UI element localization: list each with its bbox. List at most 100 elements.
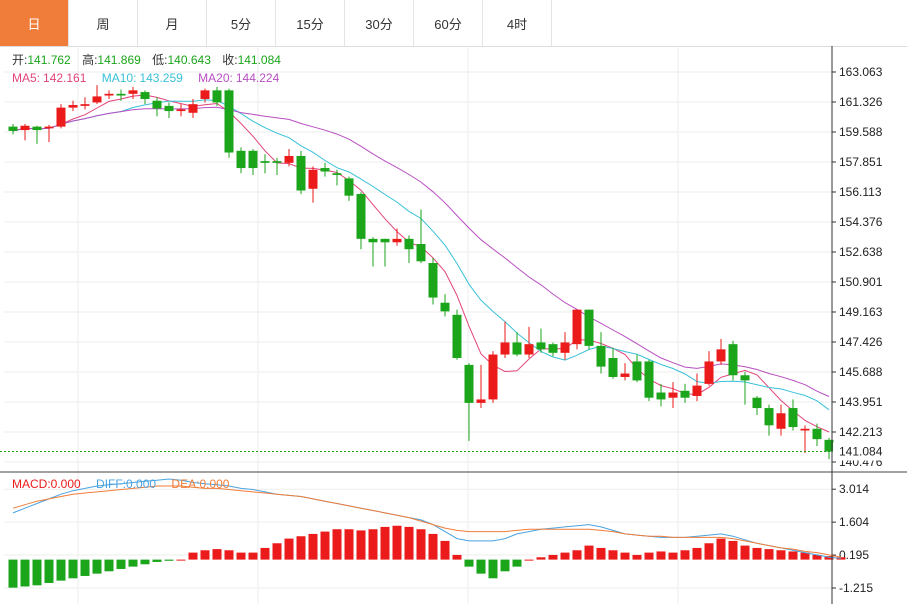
candle-body-19 — [236, 150, 246, 169]
macd-bar-41 — [500, 559, 510, 572]
macd-bar-24 — [296, 536, 306, 560]
macd-bar-66 — [800, 552, 810, 560]
macd-bar-29 — [356, 530, 366, 560]
macd-bar-21 — [260, 547, 270, 560]
price-tick-label-2: 159.588 — [839, 125, 883, 139]
candle-body-7 — [92, 96, 102, 103]
macd-bar-56 — [680, 550, 690, 560]
macd-bar-55 — [668, 552, 678, 560]
macd-bar-43 — [524, 559, 534, 561]
candle-body-51 — [620, 373, 630, 377]
macd-bar-0 — [8, 559, 18, 588]
ohlc-legend: 开:141.762 高:141.869 低:140.643 收:141.084 — [12, 52, 281, 67]
candle-body-34 — [416, 244, 426, 262]
macd-tick-label-2: 0.195 — [839, 548, 869, 562]
candle-body-23 — [284, 155, 294, 163]
price-tick-label-12: 142.213 — [839, 425, 883, 439]
tab-1[interactable]: 周 — [69, 0, 138, 46]
macd-bar-9 — [116, 559, 126, 569]
last-price-box — [833, 442, 905, 461]
macd-bar-2 — [32, 559, 42, 586]
macd-bar-69 — [836, 557, 846, 560]
indicator-headers: 开:141.762 高:141.869 低:140.643 收:141.084 … — [12, 52, 281, 491]
candle-body-56 — [680, 390, 690, 398]
macd-bar-46 — [560, 552, 570, 560]
candle-body-60 — [728, 344, 738, 376]
macd-bar-8 — [104, 559, 114, 572]
candle-body-27 — [332, 173, 342, 175]
macd-bar-48 — [584, 545, 594, 560]
macd-bar-52 — [632, 554, 642, 560]
ma-legend: MA5: 142.161 MA10: 143.259 MA20: 144.224 — [12, 71, 280, 85]
candle-body-21 — [260, 161, 270, 163]
macd-bar-35 — [428, 533, 438, 560]
candle-body-38 — [464, 364, 474, 403]
macd-bar-44 — [536, 557, 546, 560]
tab-0[interactable]: 日 — [0, 0, 69, 46]
price-axis: 163.063 161.326 159.588 157.851 156.113 154.3… — [0, 46, 907, 604]
macd-bar-5 — [68, 559, 78, 579]
candle-body-54 — [656, 392, 666, 400]
price-tick-label-7: 150.901 — [839, 275, 883, 289]
macd-bar-50 — [608, 550, 618, 560]
tab-3[interactable]: 5分 — [207, 0, 276, 46]
macd-bar-31 — [380, 526, 390, 560]
macd-bar-7 — [92, 559, 102, 574]
candle-body-1 — [20, 125, 30, 131]
candle-body-37 — [452, 314, 462, 358]
candle-body-12 — [152, 100, 162, 109]
candle-body-49 — [596, 345, 606, 367]
candle-body-2 — [32, 126, 42, 131]
candle-body-16 — [200, 90, 210, 99]
candle-body-64 — [776, 413, 786, 429]
candle-body-53 — [644, 361, 654, 398]
candle-body-36 — [440, 302, 450, 312]
period-tabs: 日周月 5分 15分 30分 60分 4时 — [0, 0, 907, 47]
price-tick-label-5: 154.376 — [839, 215, 883, 229]
macd-bar-62 — [752, 547, 762, 560]
macd-bar-38 — [464, 559, 474, 567]
candle-body-46 — [560, 342, 570, 353]
candle-body-14 — [176, 109, 186, 112]
macd-bar-67 — [812, 554, 822, 560]
candle-body-68 — [824, 439, 834, 452]
macd-bar-57 — [692, 547, 702, 560]
tab-7[interactable]: 4时 — [483, 0, 552, 46]
candle-body-41 — [500, 342, 510, 355]
macd-bar-6 — [80, 559, 90, 576]
macd-bar-17 — [212, 549, 222, 560]
macd-bar-51 — [620, 552, 630, 560]
candle-body-3 — [44, 126, 54, 129]
candle-body-61 — [740, 375, 750, 381]
candle-body-65 — [788, 408, 798, 428]
tab-5[interactable]: 30分 — [345, 0, 414, 46]
candle-body-44 — [536, 342, 546, 350]
price-tick-label-11: 143.951 — [839, 395, 883, 409]
macd-bar-34 — [416, 529, 426, 560]
macd-bar-39 — [476, 559, 486, 574]
candle-body-22 — [272, 161, 282, 163]
macd-bar-23 — [284, 538, 294, 560]
macd-bar-45 — [548, 554, 558, 560]
candle-body-18 — [224, 90, 234, 153]
candle-body-9 — [116, 93, 126, 96]
diff-line — [12, 478, 842, 559]
ma20-line — [12, 106, 830, 397]
tab-2[interactable]: 月 — [138, 0, 207, 46]
macd-bar-20 — [248, 552, 258, 560]
macd-bar-49 — [596, 547, 606, 560]
candle-body-30 — [368, 238, 378, 243]
macd-legend: MACD:0.000 DIFF:0.000 DEA:0.000 — [12, 477, 230, 491]
macd-bar-63 — [764, 549, 774, 560]
candle-body-48 — [584, 309, 594, 346]
price-tick-label-8: 149.163 — [839, 305, 883, 319]
macd-bar-53 — [644, 552, 654, 560]
tab-6[interactable]: 60分 — [414, 0, 483, 46]
tab-4[interactable]: 15分 — [276, 0, 345, 46]
macd-bar-4 — [56, 559, 66, 581]
candle-body-40 — [488, 354, 498, 400]
candle-body-66 — [800, 428, 810, 431]
candle-body-10 — [128, 90, 138, 94]
macd-bar-64 — [776, 550, 786, 560]
